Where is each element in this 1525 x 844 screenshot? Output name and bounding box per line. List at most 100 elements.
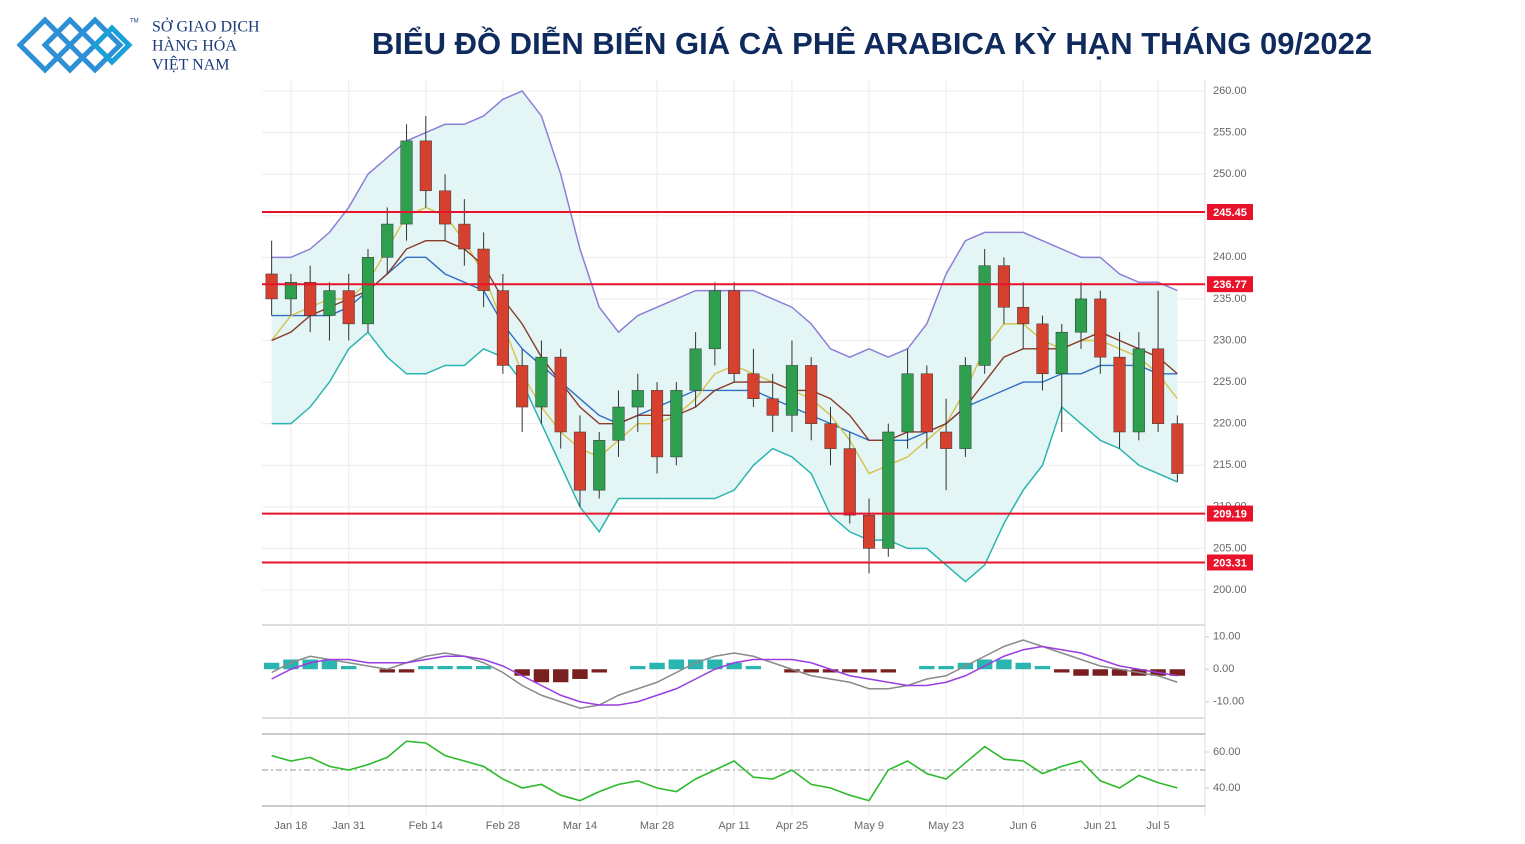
x-tick-label: Jan 18 (274, 820, 307, 832)
y-tick-label: 40.00 (1213, 782, 1241, 794)
x-tick-label: Apr 25 (776, 820, 808, 832)
candle-body (1113, 356, 1126, 433)
candle-body (940, 431, 953, 449)
macd-histogram-bar (379, 669, 395, 673)
level-label: 236.77 (1213, 279, 1247, 291)
macd-histogram-bar (745, 666, 762, 670)
candle-body (1055, 331, 1068, 375)
macd-histogram-bar (938, 666, 954, 670)
candle-body (728, 290, 741, 375)
macd-histogram-bar (976, 659, 993, 670)
x-tick-label: Mar 14 (563, 820, 597, 832)
logo-mark (16, 16, 133, 74)
macd-histogram-bar (341, 666, 357, 670)
macd-histogram-bar (302, 659, 318, 670)
candle-body (573, 431, 586, 491)
x-tick-label: Jun 21 (1084, 820, 1117, 832)
lower-band (271, 331, 1178, 583)
candle-body (863, 514, 876, 549)
level-label: 209.19 (1213, 508, 1247, 520)
x-tick-label: Jun 6 (1010, 820, 1037, 832)
x-tick-label: Apr 11 (718, 820, 750, 832)
candle-body (670, 390, 683, 458)
candle-body (1152, 348, 1165, 424)
level-badge (1207, 276, 1253, 293)
candle-body (284, 282, 297, 300)
macd-histogram-bar (1111, 669, 1128, 676)
candle-body (554, 356, 567, 433)
moving-average (271, 240, 1178, 441)
candle-body (766, 398, 779, 416)
macd-histogram-bar (321, 659, 338, 670)
macd-histogram-bar (398, 669, 415, 673)
candle-body (1171, 423, 1184, 474)
y-tick-label: 260.00 (1213, 85, 1247, 97)
moving-average (271, 256, 1178, 441)
macd-histogram-bar (418, 666, 434, 670)
macd-histogram-bar (822, 669, 839, 673)
logo-line: VIỆT NAM (152, 55, 229, 74)
candle-body (419, 140, 432, 192)
candle-body (516, 365, 529, 408)
macd-histogram-bar (630, 666, 646, 670)
candle-body (265, 273, 278, 300)
macd-histogram-bar (437, 666, 453, 670)
macd-histogram-bar (668, 659, 685, 670)
candle-body (1132, 348, 1145, 433)
candle-body (920, 373, 933, 433)
candle-body (631, 390, 644, 408)
macd-histogram-bar (475, 666, 492, 670)
level-label: 203.31 (1213, 557, 1247, 569)
candle-body (1017, 306, 1030, 325)
level-label: 245.45 (1213, 207, 1247, 219)
macd-histogram-bar (803, 669, 819, 673)
macd-histogram-bar (784, 669, 800, 673)
y-tick-label: 205.00 (1213, 542, 1247, 554)
candle-body (747, 373, 760, 399)
level-badge (1207, 554, 1253, 571)
macd-histogram-bar (283, 659, 299, 670)
x-tick-label: Jan 31 (332, 820, 365, 832)
band-area (271, 91, 1178, 582)
candle-body (978, 265, 991, 366)
macd-histogram-bar (861, 669, 877, 673)
candle-body (535, 356, 548, 408)
macd-histogram-bar (649, 662, 665, 670)
candle-body (342, 290, 355, 325)
x-tick-label: May 23 (928, 820, 964, 832)
candle-body (304, 282, 317, 316)
candle-body (882, 431, 895, 549)
macd-histogram-bar (880, 669, 897, 673)
candle-body (843, 448, 856, 516)
candle-body (496, 290, 509, 366)
trademark: TM (130, 19, 139, 25)
macd-line (271, 639, 1178, 710)
level-badge (1207, 204, 1253, 221)
y-tick-label: 215.00 (1213, 459, 1247, 471)
macd-histogram-bar (1073, 669, 1089, 676)
macd-line (271, 645, 1178, 706)
y-tick-label: 240.00 (1213, 251, 1247, 263)
y-tick-label: 250.00 (1213, 168, 1247, 180)
y-tick-label: 235.00 (1213, 293, 1247, 305)
upper-band (271, 90, 1178, 358)
candle-body (477, 248, 490, 291)
macd-histogram-bar (263, 662, 280, 670)
candle-body (1074, 298, 1088, 333)
candle-body (689, 348, 702, 391)
candle-body (805, 365, 818, 424)
y-tick-label: 0.00 (1213, 663, 1234, 675)
y-tick-label: 230.00 (1213, 334, 1247, 346)
candle-body (959, 365, 972, 449)
candle-body (1036, 323, 1049, 375)
y-tick-label: 200.00 (1213, 584, 1247, 596)
candle-body (323, 290, 336, 316)
x-tick-label: Feb 28 (486, 820, 520, 832)
y-tick-label: -10.00 (1213, 696, 1244, 708)
y-tick-label: 60.00 (1213, 746, 1241, 758)
x-tick-label: Jul 5 (1146, 820, 1169, 832)
rsi-line (271, 740, 1178, 802)
macd-histogram-bar (726, 662, 742, 670)
candle-body (361, 257, 375, 325)
macd-histogram-bar (1015, 662, 1031, 670)
